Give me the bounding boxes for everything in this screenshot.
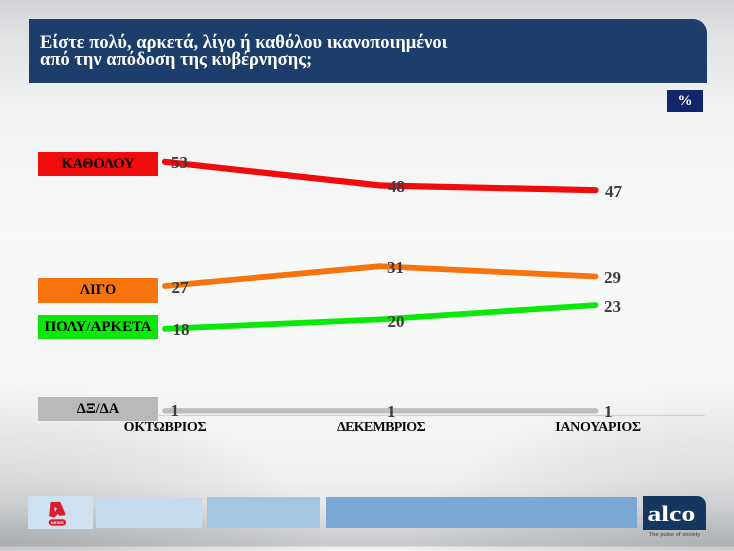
- svg-text:NEWS: NEWS: [51, 520, 64, 525]
